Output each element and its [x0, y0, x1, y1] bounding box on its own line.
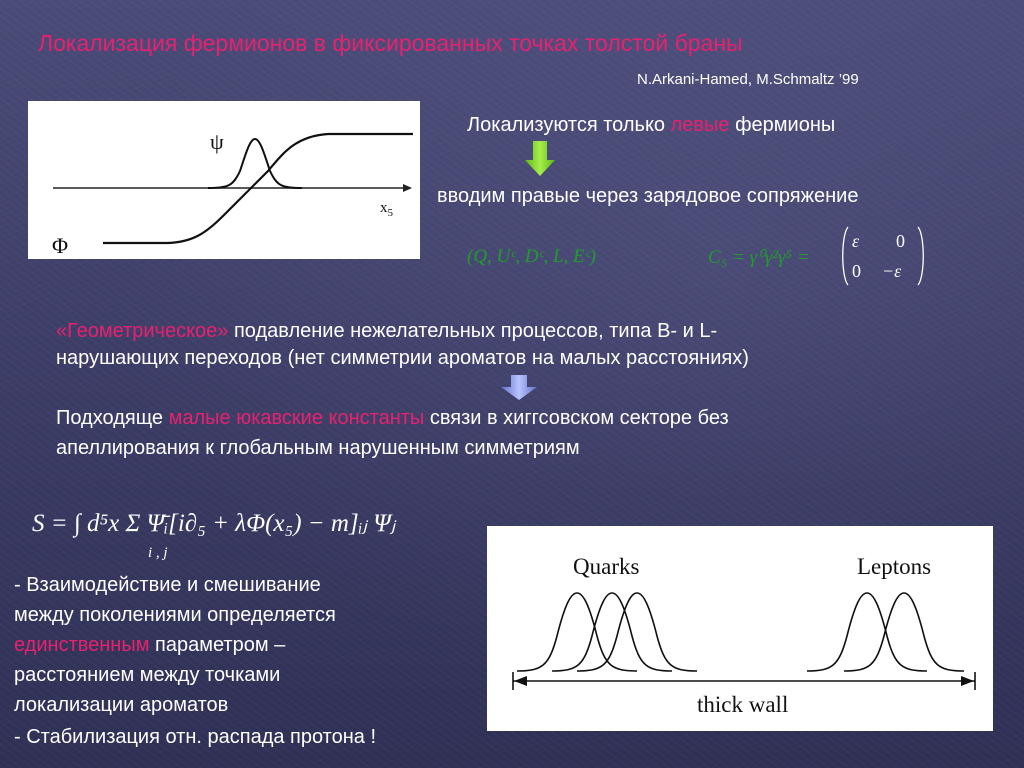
arrow-left-icon — [514, 676, 527, 686]
matrix-a21: 0 — [852, 261, 861, 281]
matrix-a22: −ε — [882, 261, 902, 281]
matrix-a11: ε — [852, 231, 860, 251]
phi-label: Φ — [52, 233, 68, 258]
quark-profile-1 — [516, 592, 638, 672]
thick-wall-plot: Quarks Leptons thick wall — [512, 554, 976, 717]
lepton-profile-2 — [843, 592, 965, 672]
action-formula: S = ∫ d⁵x Σ Ψ̄ᵢ[i∂₅ + λΦ(x₅) − m]ᵢⱼ Ψⱼ — [32, 510, 396, 537]
mixing-line-3: единственным параметром – — [14, 630, 285, 660]
matrix-a12: 0 — [896, 231, 905, 251]
psi-profile-curve — [207, 137, 303, 189]
arrow-down-icon — [501, 375, 537, 400]
localized-text-pre: Локализуются только — [467, 114, 671, 136]
single-highlight: единственным — [14, 634, 150, 656]
yukawa-line-1: Подходяще малые юкавские константы связи… — [56, 403, 729, 433]
yukawa-text-pre: Подходяще — [56, 407, 169, 429]
kink-figure: ψ x5 Φ — [28, 101, 420, 259]
yukawa-highlight: малые юкавские константы — [168, 407, 425, 429]
arrow-down-icon — [525, 141, 555, 176]
suppression-line-2: нарушающих переходов (нет симметрии аром… — [56, 347, 749, 369]
geometric-highlight: «Геометрическое» — [56, 320, 229, 342]
suppression-text-1: подавление нежелательных процессов, типа… — [228, 320, 718, 342]
arrow-right-icon — [961, 676, 974, 686]
mixing-line-1: - Взаимодействие и смешивание — [14, 574, 321, 596]
matrix-brackets: ε 0 0 −ε — [842, 226, 924, 286]
localized-text-post: фермионы — [729, 114, 836, 136]
c5-matrix: ε 0 0 −ε — [838, 225, 928, 287]
quark-profile-2 — [551, 592, 673, 672]
suppression-line-1: «Геометрическое» подавление нежелательны… — [56, 316, 717, 346]
authors-citation: N.Arkani-Hamed, M.Schmaltz ’99 — [637, 71, 859, 88]
left-highlight: левые — [670, 114, 730, 136]
leptons-label: Leptons — [857, 554, 931, 579]
proton-stability-line: - Стабилизация отн. распада протона ! — [14, 726, 377, 748]
c5-formula: C₅ = γ⁰γ²γ⁵ = — [708, 247, 810, 268]
phi-kink-curve — [103, 132, 413, 245]
mixing-line-4: расстоянием между точками — [14, 664, 281, 686]
charge-conjugation-line: вводим правые через зарядовое сопряжение — [437, 185, 859, 207]
sum-index: i , j — [148, 545, 168, 561]
yukawa-line-2: апеллирования к глобальным нарушенным си… — [56, 437, 580, 459]
mixing-text-3: параметром – — [149, 634, 286, 656]
kink-plot: ψ x5 Φ — [52, 129, 413, 258]
axis-arrow-icon — [403, 184, 412, 192]
yukawa-text-post: связи в хиггсовском секторе без — [424, 407, 729, 429]
x5-label: x5 — [380, 200, 394, 219]
thick-wall-label: thick wall — [697, 692, 788, 717]
lepton-profile-1 — [806, 592, 928, 672]
mixing-line-5: локализации ароматов — [14, 694, 229, 716]
mixing-line-2: между поколениями определяется — [14, 604, 336, 626]
quark-profile-3 — [576, 592, 698, 672]
psi-label: ψ — [210, 129, 224, 154]
localized-left-line: Локализуются только левые фермионы — [467, 110, 835, 140]
quarks-label: Quarks — [573, 554, 639, 579]
slide-title: Локализация фермионов в фиксированных то… — [38, 30, 743, 56]
thick-wall-figure: Quarks Leptons thick wall — [487, 526, 993, 731]
fields-formula: (Q, Uᶜ, Dᶜ, L, Eᶜ) — [467, 246, 596, 267]
